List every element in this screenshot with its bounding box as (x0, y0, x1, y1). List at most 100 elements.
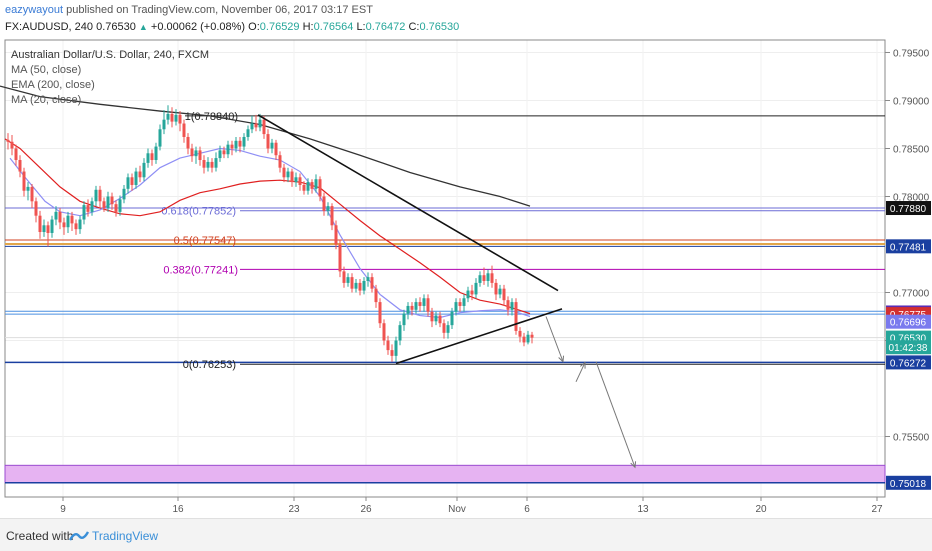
fib-label: 1(0.78840) (185, 111, 238, 123)
legend-ema200[interactable]: EMA (200, close) (11, 79, 95, 91)
candle-body (6, 139, 10, 142)
candle-body (390, 350, 394, 356)
candle-body (378, 302, 382, 324)
candle-body (70, 215, 74, 224)
y-tick-label: 0.79500 (893, 48, 930, 59)
candle-body (518, 330, 522, 337)
candle-body (374, 288, 378, 303)
candle-body (410, 305, 414, 310)
candle-body (22, 171, 26, 191)
price-badge-label: 0.77880 (890, 204, 927, 215)
candle-body (386, 340, 390, 351)
candle-body (190, 148, 194, 157)
candle-body (362, 280, 366, 291)
candle-body (202, 160, 206, 168)
x-tick-label: Nov (448, 504, 466, 515)
low-label: L: (356, 21, 366, 33)
candle-body (262, 119, 266, 135)
candle-body (446, 325, 450, 333)
candle-body (186, 136, 190, 149)
candle-body (110, 196, 114, 205)
candle-body (302, 184, 306, 191)
close-value: 0.76530 (419, 21, 460, 33)
candle-body (142, 162, 146, 178)
candle-body (234, 140, 238, 149)
candle-body (30, 186, 34, 202)
x-tick-label: 20 (755, 504, 767, 515)
candle-body (114, 204, 118, 212)
candle-body (434, 315, 438, 322)
tradingview-logo-icon (68, 529, 90, 548)
candle-body (102, 201, 106, 209)
candle-body (478, 275, 482, 283)
projection-arrow (545, 316, 564, 362)
candle-body (318, 179, 322, 197)
symbol-label: FX:AUDUSD, 240 (5, 21, 94, 33)
candle-body (18, 160, 22, 172)
x-tick-label: 23 (288, 504, 300, 515)
candle-body (474, 282, 478, 295)
arrow-head (630, 461, 637, 469)
price-badge-label: 0.76272 (890, 358, 927, 369)
candle-body (502, 288, 506, 301)
price-badge (886, 314, 931, 329)
trendline (257, 114, 559, 292)
candle-body (126, 177, 130, 189)
candle-body (254, 123, 258, 128)
quote-line: FX:AUDUSD, 240 0.76530 ▲ +0.00062 (+0.08… (5, 21, 459, 33)
x-tick-label: 6 (524, 504, 530, 515)
chart-area[interactable]: 1(0.78840) 0.618(0.77852) 0.5(0.77547) 0.38… (0, 37, 932, 517)
tradingview-brand[interactable]: TradingView (92, 529, 159, 543)
ma20-line (9, 147, 531, 319)
candle-body (366, 277, 370, 281)
candle-body (466, 290, 470, 299)
target-zone (4, 464, 886, 484)
author-link[interactable]: eazywayout (5, 4, 64, 16)
price-badge-label: 0.75018 (890, 479, 927, 490)
publish-line: eazywayout published on TradingView.com,… (5, 4, 373, 16)
candle-body (486, 273, 490, 281)
price-badge (886, 201, 931, 216)
legend-ma20[interactable]: MA (20, close) (11, 94, 82, 106)
candle-body (122, 188, 126, 200)
candle-body (294, 177, 298, 183)
footer: Created with TradingView (0, 518, 932, 551)
candle-body (530, 334, 534, 338)
candle-body (418, 302, 422, 306)
candle-body (326, 206, 330, 211)
fib-label: 0.5(0.77547) (174, 235, 236, 247)
candle-body (422, 298, 426, 306)
candle-body (66, 215, 70, 228)
candle-body (266, 134, 270, 149)
candle-body (54, 211, 58, 220)
price-chart[interactable]: 1(0.78840) 0.618(0.77852) 0.5(0.77547) 0.38… (0, 37, 932, 517)
drawings (257, 114, 637, 469)
fibonacci-levels: 1(0.78840) 0.618(0.77852) 0.5(0.77547) 0.38… (161, 111, 885, 371)
ma50-line (4, 138, 531, 315)
legend-ma50[interactable]: MA (50, close) (11, 64, 82, 76)
candle-body (194, 150, 198, 157)
candle-body (370, 277, 374, 289)
price-badge-label: 0.76696 (890, 318, 927, 329)
candle-body (494, 282, 498, 295)
candle-body (210, 161, 214, 168)
candle-body (162, 119, 166, 130)
candle-body (414, 302, 418, 310)
chart-legend: Australian Dollar/U.S. Dollar, 240, FXCM… (11, 48, 209, 108)
candle-body (286, 171, 290, 178)
candle-body (346, 277, 350, 283)
candle-body (230, 144, 234, 149)
candle-body (94, 189, 98, 202)
candle-body (98, 189, 102, 202)
candle-body (106, 196, 110, 209)
open-value: 0.76529 (259, 21, 300, 33)
arrow-head (558, 355, 565, 363)
candle-body (358, 282, 362, 291)
candle-body (450, 311, 454, 326)
candle-body (82, 205, 86, 220)
candle-body (138, 171, 142, 178)
y-tick-label: 0.78000 (893, 192, 930, 203)
projection-arrow (595, 361, 636, 468)
ema200-line (0, 85, 531, 207)
price-badge-label: 01:42:38 (889, 343, 928, 354)
